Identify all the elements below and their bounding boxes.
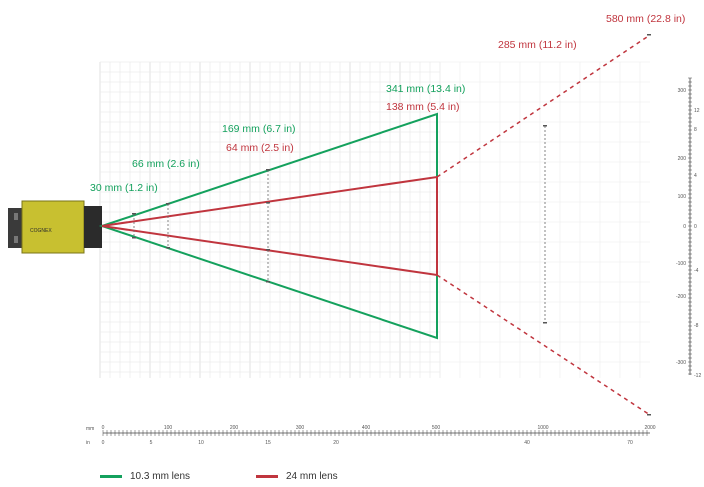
bottom-axis-mm-tick: 2000 bbox=[644, 425, 655, 431]
bottom-axis-mm-tick: 100 bbox=[164, 425, 173, 431]
right-axis-mm-tick: 300 bbox=[678, 88, 687, 94]
bottom-axis-mm-tick: 200 bbox=[230, 425, 239, 431]
right-axis-in-tick: 8 bbox=[694, 127, 697, 133]
right-axis-in-tick: -8 bbox=[694, 323, 699, 329]
right-axis-mm-tick: -300 bbox=[676, 360, 686, 366]
bottom-axis-mm-tick: 300 bbox=[296, 425, 305, 431]
bottom-axis: mm in 0 100 200 300 400 500 1000 2000 0 5 10 15 20 40… bbox=[86, 425, 656, 446]
bottom-axis-in-tick: 70 bbox=[627, 440, 633, 446]
bottom-axis-in-tick: 5 bbox=[150, 440, 153, 446]
right-axis: 300 200 100 0 -100 -200 -300 12 8 4 0 -4 -8 -12 bbox=[676, 77, 701, 379]
camera-brand: COGNEX bbox=[30, 228, 52, 234]
legend-label-green: 10.3 mm lens bbox=[130, 471, 191, 482]
bottom-axis-mm-tick: 400 bbox=[362, 425, 371, 431]
right-axis-in-tick: 0 bbox=[694, 224, 697, 230]
red-label-285mm: 285 mm (11.2 in) bbox=[498, 39, 577, 51]
legend-label-red: 24 mm lens bbox=[286, 471, 338, 482]
right-axis-mm-tick: 200 bbox=[678, 156, 687, 162]
right-axis-in-tick: 12 bbox=[694, 108, 700, 114]
measurement-lines bbox=[133, 126, 546, 323]
red-label-64mm: 64 mm (2.5 in) bbox=[226, 142, 294, 154]
bottom-axis-in-unit: in bbox=[86, 440, 90, 446]
green-label-30mm: 30 mm (1.2 in) bbox=[90, 182, 158, 194]
bottom-axis-in-tick: 40 bbox=[524, 440, 530, 446]
bottom-axis-mm-tick: 0 bbox=[102, 425, 105, 431]
green-label-341mm: 341 mm (13.4 in) bbox=[386, 83, 465, 95]
right-axis-mm-tick: -100 bbox=[676, 261, 686, 267]
bottom-axis-in-tick: 20 bbox=[333, 440, 339, 446]
red-fov-extension-top bbox=[436, 34, 651, 178]
red-fov-extension-bottom bbox=[436, 274, 651, 416]
red-label-138mm: 138 mm (5.4 in) bbox=[386, 101, 460, 113]
right-axis-mm-tick: 0 bbox=[683, 224, 686, 230]
right-axis-mm-tick: 100 bbox=[678, 194, 687, 200]
right-axis-mm-tick: -200 bbox=[676, 294, 686, 300]
bottom-axis-in-tick: 0 bbox=[102, 440, 105, 446]
bottom-axis-in-tick: 10 bbox=[198, 440, 204, 446]
bottom-axis-mm-tick: 500 bbox=[432, 425, 441, 431]
legend-item-red: 24 mm lens bbox=[256, 471, 338, 482]
right-axis-in-tick: -12 bbox=[694, 373, 701, 379]
bottom-axis-mm-unit: mm bbox=[86, 426, 94, 432]
bottom-axis-in-tick: 15 bbox=[265, 440, 271, 446]
measurement-ticks bbox=[132, 34, 651, 416]
legend-item-green: 10.3 mm lens bbox=[100, 471, 190, 482]
legend-swatch-red bbox=[256, 475, 278, 478]
right-axis-in-tick: 4 bbox=[694, 173, 697, 179]
legend-swatch-green bbox=[100, 475, 122, 478]
green-label-169mm: 169 mm (6.7 in) bbox=[222, 123, 296, 135]
bottom-axis-mm-tick: 1000 bbox=[537, 425, 548, 431]
red-label-580mm: 580 mm (22.8 in) bbox=[606, 13, 685, 25]
camera-icon: COGNEX bbox=[8, 200, 102, 254]
background-grid bbox=[99, 61, 650, 378]
right-axis-in-tick: -4 bbox=[694, 268, 699, 274]
green-label-66mm: 66 mm (2.6 in) bbox=[132, 158, 200, 170]
